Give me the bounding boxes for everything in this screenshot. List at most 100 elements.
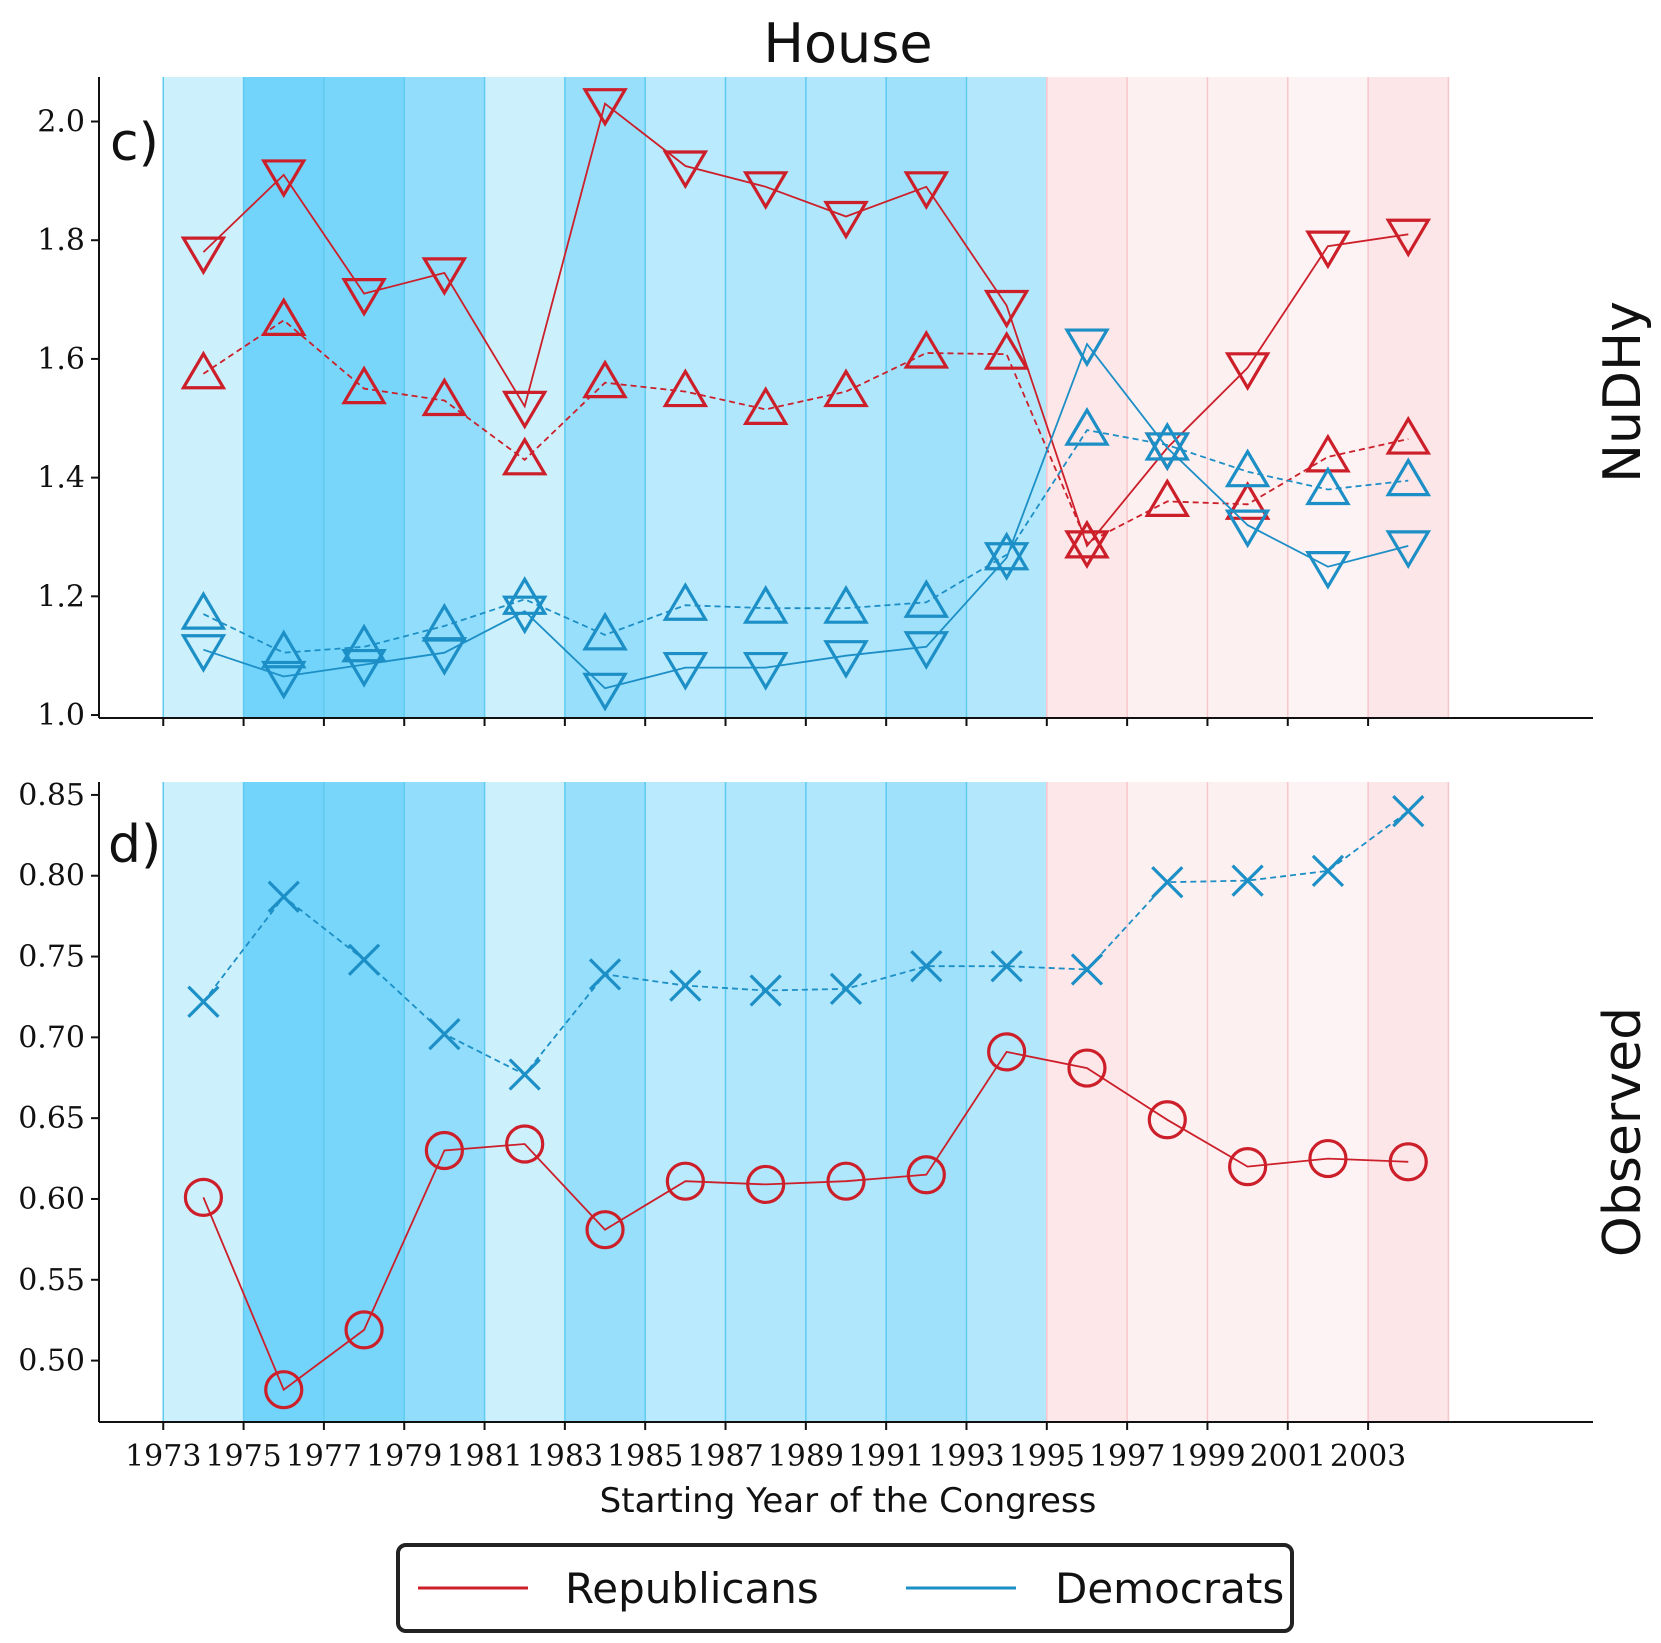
point-democrats-triangle-down-1990 — [823, 640, 869, 679]
congress-band-1991 — [886, 77, 967, 718]
series-line-republicans-triangle-up — [202, 319, 1409, 545]
point-republicans-triangle-down-1994 — [983, 289, 1030, 329]
x-tick-label-1993: 1993 — [928, 1439, 1004, 1474]
point-democrats-x-1984 — [588, 958, 622, 991]
point-republicans-triangle-down-1996 — [1064, 530, 1110, 570]
congress-bands-bottom — [162, 782, 1450, 1422]
point-republicans-triangle-down-1980 — [421, 257, 468, 297]
point-republicans-triangle-up-1988 — [742, 386, 789, 425]
point-democrats-triangle-down-1974 — [180, 634, 227, 673]
point-republicans-circle-1986 — [665, 1161, 705, 1201]
point-democrats-triangle-down-1986 — [662, 651, 709, 691]
y-tick-label-0.55: 0.55 — [18, 1263, 85, 1298]
congress-band-1999 — [1207, 77, 1288, 718]
point-democrats-triangle-down-1992 — [903, 631, 950, 670]
y-tick-label-0.70: 0.70 — [18, 1020, 85, 1055]
point-republicans-circle-1980 — [424, 1130, 464, 1171]
point-democrats-x-1982-stroke-b — [508, 1058, 541, 1091]
point-democrats-x-1978 — [347, 943, 381, 976]
point-republicans-triangle-up-1994 — [983, 331, 1030, 370]
congress-band-1979 — [404, 77, 485, 718]
point-democrats-x-1980 — [428, 1017, 461, 1051]
point-republicans-triangle-down-2002 — [1305, 230, 1351, 270]
x-tick-label-1991: 1991 — [848, 1439, 924, 1474]
point-democrats-x-1992 — [910, 950, 943, 983]
point-republicans-triangle-down-2000 — [1224, 352, 1271, 391]
point-democrats-triangle-up-2002 — [1305, 466, 1351, 506]
point-democrats-triangle-up-1978 — [341, 623, 387, 663]
y-tick-label-1.0: 1.0 — [37, 698, 85, 733]
x-tick-label-1975: 1975 — [205, 1439, 281, 1474]
point-republicans-triangle-up-1996 — [1064, 519, 1110, 559]
point-democrats-x-2002-stroke-b — [1311, 854, 1345, 888]
point-democrats-x-1976 — [267, 880, 300, 913]
y-tick-label-0.50: 0.50 — [18, 1344, 85, 1379]
point-democrats-x-1986-stroke-b — [669, 969, 702, 1002]
point-republicans-circle-1990 — [826, 1161, 866, 1201]
point-democrats-triangle-up-1992 — [903, 579, 950, 618]
chart-title: House — [763, 12, 932, 75]
point-democrats-x-1982 — [508, 1058, 541, 1091]
congress-band-1981 — [484, 77, 565, 718]
point-republicans-triangle-up-2004 — [1385, 415, 1432, 455]
point-democrats-x-1988-stroke-b — [749, 974, 782, 1007]
x-tick-label-1985: 1985 — [607, 1439, 683, 1474]
series-line-republicans-circle — [202, 1050, 1409, 1392]
point-democrats-x-1974 — [187, 985, 220, 1018]
axes-top: 1.0 1.2 1.4 1.6 1.8 2.0 — [37, 77, 1593, 733]
panel-tag-d: d) — [108, 815, 161, 875]
point-republicans-circle-2004 — [1388, 1142, 1428, 1182]
y-tick-label-0.80: 0.80 — [18, 859, 85, 894]
point-republicans-triangle-up-1978 — [341, 365, 387, 405]
congress-band-1977 — [323, 782, 405, 1422]
point-democrats-x-2004-stroke-b — [1392, 794, 1425, 828]
point-republicans-triangle-up-1984 — [582, 359, 628, 399]
point-republicans-circle-1976 — [264, 1370, 304, 1410]
congress-band-2001 — [1287, 782, 1369, 1422]
point-republicans-circle-1994 — [987, 1032, 1027, 1072]
point-democrats-x-1980-stroke-b — [428, 1017, 461, 1051]
congress-band-2003 — [1368, 77, 1449, 718]
x-tick-label-1977: 1977 — [286, 1439, 362, 1474]
point-republicans-triangle-down-1988 — [742, 171, 789, 210]
y-tick-label-0.75: 0.75 — [18, 940, 85, 975]
point-democrats-triangle-down-2004 — [1385, 530, 1432, 570]
point-republicans-triangle-down-1992 — [903, 171, 950, 210]
y-tick-label-1.6: 1.6 — [37, 342, 85, 377]
congress-band-1995 — [1046, 77, 1128, 718]
point-republicans-circle-1988 — [746, 1164, 786, 1205]
legend: Republicans Democrats — [396, 1543, 1294, 1633]
point-democrats-x-1992-stroke-b — [910, 950, 943, 983]
y-tick-label-0.85: 0.85 — [18, 778, 85, 813]
point-democrats-triangle-up-1988 — [742, 585, 789, 624]
x-tick-label-2003: 2003 — [1330, 1439, 1406, 1474]
series-line-democrats-triangle-up — [203, 429, 1409, 654]
congress-band-1989 — [805, 782, 887, 1422]
y-tick-label-0.60: 0.60 — [18, 1182, 85, 1217]
point-democrats-x-2002 — [1311, 854, 1345, 888]
legend-label-democrats: Democrats — [1055, 1564, 1284, 1613]
point-democrats-triangle-down-1998 — [1144, 432, 1191, 472]
point-democrats-triangle-down-2002 — [1305, 551, 1351, 590]
point-republicans-triangle-up-1992 — [903, 329, 950, 369]
point-republicans-triangle-up-2000 — [1224, 481, 1271, 520]
point-republicans-triangle-down-2004 — [1385, 218, 1432, 258]
x-tick-label-2001: 2001 — [1250, 1439, 1326, 1474]
panel-tag-c: c) — [110, 113, 159, 173]
legend-frame — [396, 1543, 1294, 1633]
point-democrats-x-1978-stroke-b — [347, 943, 381, 976]
point-democrats-x-2004 — [1392, 794, 1425, 828]
y-tick-label-1.2: 1.2 — [37, 579, 85, 614]
point-democrats-triangle-up-1998 — [1144, 421, 1191, 461]
point-republicans-circle-1974 — [183, 1177, 224, 1217]
x-tick-label-1987: 1987 — [687, 1439, 763, 1474]
point-democrats-triangle-up-1980 — [421, 602, 468, 642]
x-axis-title: Starting Year of the Congress — [600, 1481, 1097, 1521]
congress-band-1979 — [404, 782, 485, 1422]
point-republicans-triangle-down-1978 — [341, 278, 387, 317]
congress-band-1999 — [1207, 782, 1288, 1422]
series-group-top — [180, 88, 1432, 712]
point-republicans-circle-1992 — [906, 1155, 946, 1195]
point-democrats-x-1988 — [749, 974, 782, 1007]
